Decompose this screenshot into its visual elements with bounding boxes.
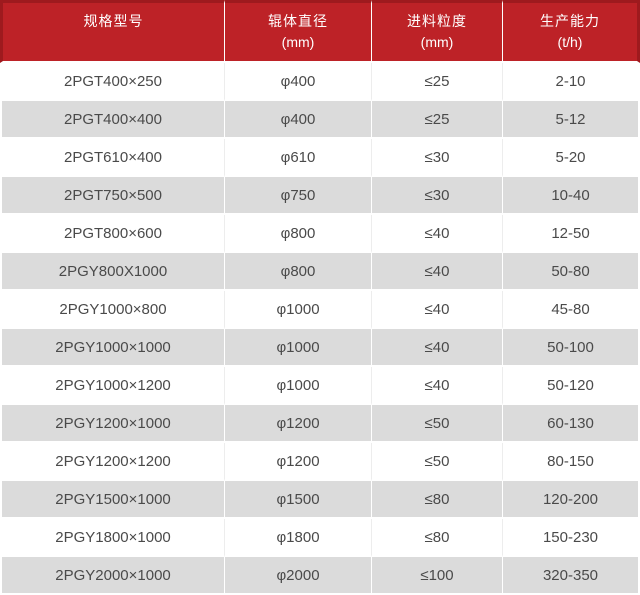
cell-roller-diameter: φ400: [225, 63, 372, 101]
table-row: 2PGY1000×800 φ1000 ≤40 45-80: [0, 291, 640, 329]
column-header-capacity: 生产能力 (t/h): [503, 0, 640, 63]
cell-feed-size: ≤40: [372, 215, 503, 253]
cell-feed-size: ≤30: [372, 177, 503, 215]
table-row: 2PGT610×400 φ610 ≤30 5-20: [0, 139, 640, 177]
cell-feed-size: ≤25: [372, 101, 503, 139]
cell-capacity: 12-50: [503, 215, 640, 253]
cell-model: 2PGY1800×1000: [0, 519, 225, 557]
table-row: 2PGY1200×1200 φ1200 ≤50 80-150: [0, 443, 640, 481]
column-unit-roller-diameter: (mm): [281, 34, 315, 50]
column-unit-feed-size: (mm): [420, 34, 454, 50]
cell-capacity: 50-80: [503, 253, 640, 291]
cell-capacity: 10-40: [503, 177, 640, 215]
cell-capacity: 320-350: [503, 557, 640, 595]
spec-table-body: 2PGT400×250 φ400 ≤25 2-10 2PGT400×400 φ4…: [0, 63, 640, 595]
cell-model: 2PGY2000×1000: [0, 557, 225, 595]
cell-feed-size: ≤50: [372, 405, 503, 443]
cell-model: 2PGY1000×800: [0, 291, 225, 329]
spec-table-header: 规格型号 辊体直径 (mm) 进料粒度 (mm) 生产能力 (t/h): [0, 0, 640, 63]
cell-model: 2PGY1000×1000: [0, 329, 225, 367]
cell-capacity: 120-200: [503, 481, 640, 519]
cell-roller-diameter: φ1800: [225, 519, 372, 557]
cell-capacity: 50-120: [503, 367, 640, 405]
cell-model: 2PGY1500×1000: [0, 481, 225, 519]
table-row: 2PGY1800×1000 φ1800 ≤80 150-230: [0, 519, 640, 557]
cell-capacity: 50-100: [503, 329, 640, 367]
header-row: 规格型号 辊体直径 (mm) 进料粒度 (mm) 生产能力 (t/h): [0, 0, 640, 63]
cell-roller-diameter: φ800: [225, 253, 372, 291]
table-row: 2PGT400×400 φ400 ≤25 5-12: [0, 101, 640, 139]
table-row: 2PGY800X1000 φ800 ≤40 50-80: [0, 253, 640, 291]
cell-feed-size: ≤40: [372, 367, 503, 405]
cell-roller-diameter: φ610: [225, 139, 372, 177]
cell-model: 2PGT800×600: [0, 215, 225, 253]
cell-capacity: 45-80: [503, 291, 640, 329]
cell-model: 2PGY1000×1200: [0, 367, 225, 405]
column-title-roller-diameter: 辊体直径: [268, 13, 328, 29]
cell-model: 2PGY1200×1200: [0, 443, 225, 481]
cell-capacity: 5-20: [503, 139, 640, 177]
cell-model: 2PGT750×500: [0, 177, 225, 215]
cell-model: 2PGT400×400: [0, 101, 225, 139]
table-row: 2PGY2000×1000 φ2000 ≤100 320-350: [0, 557, 640, 595]
column-title-feed-size: 进料粒度: [407, 13, 467, 29]
column-header-feed-size: 进料粒度 (mm): [372, 0, 503, 63]
cell-feed-size: ≤40: [372, 253, 503, 291]
cell-roller-diameter: φ1000: [225, 291, 372, 329]
cell-feed-size: ≤25: [372, 63, 503, 101]
cell-capacity: 80-150: [503, 443, 640, 481]
column-title-model: 规格型号: [83, 13, 144, 29]
cell-model: 2PGY1200×1000: [0, 405, 225, 443]
cell-roller-diameter: φ400: [225, 101, 372, 139]
cell-roller-diameter: φ800: [225, 215, 372, 253]
column-unit-capacity: (t/h): [557, 34, 583, 50]
cell-roller-diameter: φ1200: [225, 405, 372, 443]
table-row: 2PGT750×500 φ750 ≤30 10-40: [0, 177, 640, 215]
cell-feed-size: ≤50: [372, 443, 503, 481]
column-header-roller-diameter: 辊体直径 (mm): [225, 0, 372, 63]
cell-roller-diameter: φ1000: [225, 367, 372, 405]
table-row: 2PGY1000×1200 φ1000 ≤40 50-120: [0, 367, 640, 405]
table-row: 2PGT400×250 φ400 ≤25 2-10: [0, 63, 640, 101]
cell-roller-diameter: φ1500: [225, 481, 372, 519]
cell-model: 2PGY800X1000: [0, 253, 225, 291]
cell-model: 2PGT400×250: [0, 63, 225, 101]
cell-capacity: 60-130: [503, 405, 640, 443]
cell-feed-size: ≤40: [372, 291, 503, 329]
cell-feed-size: ≤40: [372, 329, 503, 367]
column-title-capacity: 生产能力: [540, 13, 600, 29]
cell-capacity: 5-12: [503, 101, 640, 139]
cell-capacity: 150-230: [503, 519, 640, 557]
table-row: 2PGY1200×1000 φ1200 ≤50 60-130: [0, 405, 640, 443]
cell-roller-diameter: φ1000: [225, 329, 372, 367]
table-row: 2PGY1500×1000 φ1500 ≤80 120-200: [0, 481, 640, 519]
cell-model: 2PGT610×400: [0, 139, 225, 177]
cell-feed-size: ≤100: [372, 557, 503, 595]
table-row: 2PGY1000×1000 φ1000 ≤40 50-100: [0, 329, 640, 367]
cell-roller-diameter: φ750: [225, 177, 372, 215]
table-row: 2PGT800×600 φ800 ≤40 12-50: [0, 215, 640, 253]
cell-feed-size: ≤80: [372, 519, 503, 557]
cell-feed-size: ≤30: [372, 139, 503, 177]
cell-roller-diameter: φ1200: [225, 443, 372, 481]
cell-capacity: 2-10: [503, 63, 640, 101]
column-header-model: 规格型号: [0, 0, 225, 63]
cell-feed-size: ≤80: [372, 481, 503, 519]
cell-roller-diameter: φ2000: [225, 557, 372, 595]
